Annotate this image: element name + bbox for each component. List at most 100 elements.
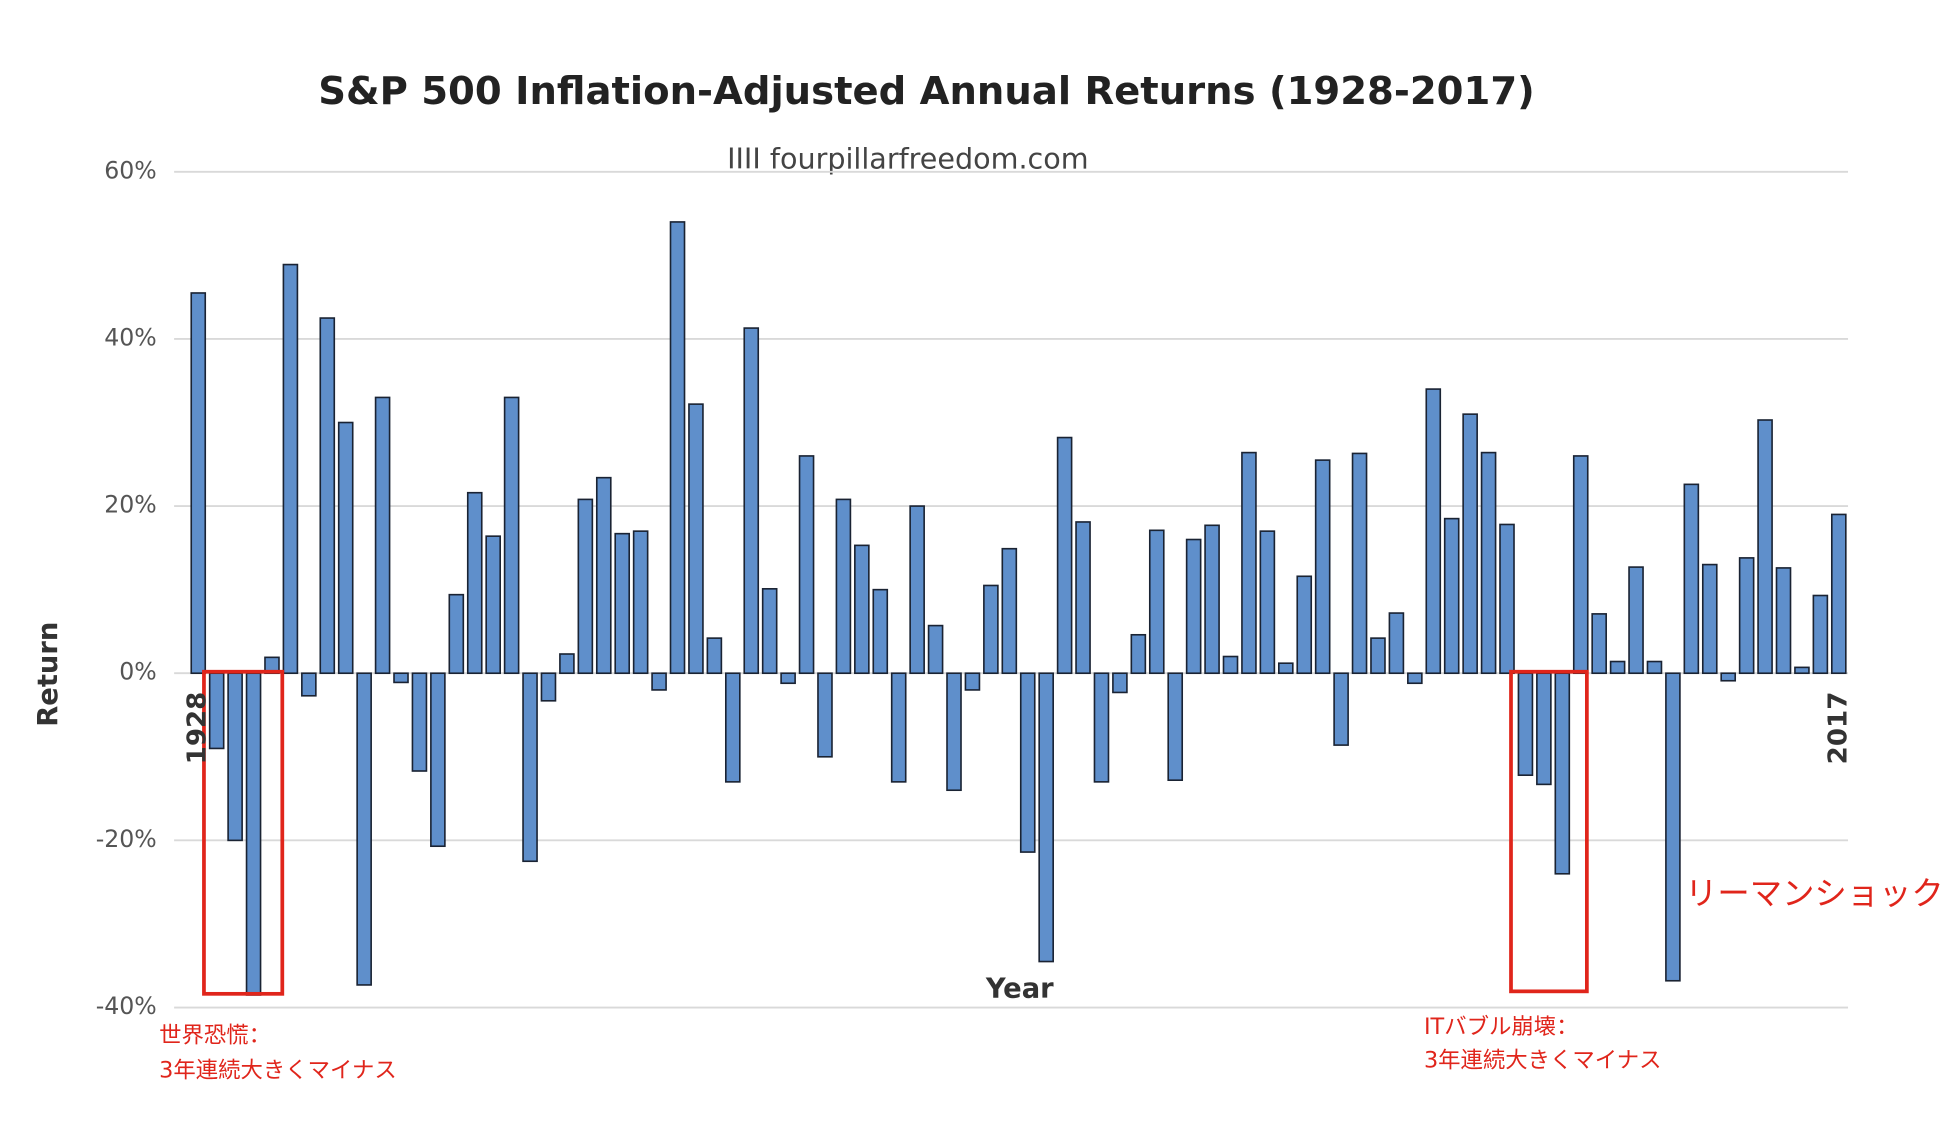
bar xyxy=(1517,672,1534,776)
y-tick-label: 60% xyxy=(104,156,156,184)
bar xyxy=(706,637,723,675)
bar xyxy=(669,221,686,675)
bar xyxy=(724,672,741,783)
bar xyxy=(1185,538,1202,675)
bar xyxy=(503,396,520,675)
annotation: 3年連続大きくマイナス xyxy=(159,1057,397,1083)
annotation: リーマンショック xyxy=(1685,875,1944,913)
bar xyxy=(651,672,667,691)
bar xyxy=(1019,672,1036,853)
bar xyxy=(890,672,907,783)
highlight-box xyxy=(1509,669,1589,994)
bar xyxy=(1554,672,1571,875)
bar xyxy=(1572,455,1589,675)
bar xyxy=(1259,530,1276,675)
bar xyxy=(393,672,409,684)
bar xyxy=(780,672,796,685)
bar xyxy=(1056,436,1073,675)
bar xyxy=(1425,388,1442,675)
bar xyxy=(1241,451,1257,675)
bar xyxy=(909,505,925,675)
y-axis-label: Return xyxy=(33,622,64,727)
bar xyxy=(1646,660,1663,675)
bar xyxy=(1812,594,1829,675)
x-tick-label: 2017 xyxy=(1823,692,1853,765)
bar xyxy=(964,672,981,691)
bar xyxy=(448,593,465,675)
bar xyxy=(595,476,612,675)
bar xyxy=(1130,633,1147,675)
y-tick-label: -20% xyxy=(96,825,157,853)
bar xyxy=(614,532,631,675)
bar xyxy=(1001,547,1018,675)
bar xyxy=(1775,567,1792,675)
bar xyxy=(1388,612,1405,675)
bar xyxy=(1794,666,1810,675)
bar xyxy=(1351,452,1368,675)
bar xyxy=(1443,517,1460,675)
bar xyxy=(1333,672,1349,746)
bar xyxy=(688,403,704,675)
bar xyxy=(190,292,207,675)
bar xyxy=(1720,672,1737,682)
bar xyxy=(1757,419,1773,675)
bar xyxy=(1591,613,1607,675)
bar xyxy=(1609,660,1626,675)
bar xyxy=(1314,459,1331,675)
bar xyxy=(1683,483,1700,675)
bar xyxy=(466,491,483,675)
bar xyxy=(1112,672,1128,694)
bar xyxy=(430,672,446,848)
bar xyxy=(1499,523,1515,675)
bar xyxy=(485,535,501,675)
bar xyxy=(1277,662,1294,675)
y-tick-label: 40% xyxy=(104,323,156,351)
bar xyxy=(1830,513,1847,675)
y-tick-label: 0% xyxy=(119,658,156,686)
bar xyxy=(1370,637,1386,675)
bar xyxy=(1148,529,1165,675)
bar xyxy=(632,530,649,675)
bar xyxy=(1701,563,1718,675)
y-tick-label: 20% xyxy=(104,491,156,519)
bar xyxy=(854,544,870,675)
bar xyxy=(1462,413,1478,675)
bar xyxy=(1480,451,1497,675)
bar xyxy=(1296,575,1313,675)
bar xyxy=(559,653,575,675)
bar xyxy=(337,421,354,675)
bar xyxy=(1075,521,1091,675)
bar xyxy=(946,672,962,792)
bar xyxy=(983,584,999,675)
bar xyxy=(522,672,538,863)
bar xyxy=(1038,672,1054,963)
bar xyxy=(577,498,594,675)
bar xyxy=(245,672,262,996)
highlight-box xyxy=(202,669,285,996)
x-axis-label: Year xyxy=(985,974,1054,1005)
bar xyxy=(227,672,243,842)
bar xyxy=(282,263,299,675)
chart-title: S&P 500 Inflation-Adjusted Annual Return… xyxy=(318,69,1535,114)
bar xyxy=(1536,672,1552,786)
annotation: 世界恐慌： xyxy=(159,1023,271,1049)
bar xyxy=(927,624,944,675)
bar xyxy=(1222,655,1239,675)
bar xyxy=(1665,672,1681,982)
bar xyxy=(872,588,889,675)
chart-subtitle: IIII fourpillarfreedom.com xyxy=(727,142,1089,176)
y-tick-label: -40% xyxy=(96,992,157,1020)
bar xyxy=(1628,566,1644,675)
bar xyxy=(798,455,815,675)
bar xyxy=(356,672,372,986)
bar xyxy=(1738,557,1755,675)
bar xyxy=(411,672,428,772)
bar xyxy=(761,588,778,675)
bars xyxy=(190,221,1847,996)
bar xyxy=(1167,672,1184,782)
x-tick-label: 1928 xyxy=(183,692,213,765)
bar xyxy=(319,317,336,675)
bar xyxy=(374,396,391,675)
bar xyxy=(835,498,852,675)
